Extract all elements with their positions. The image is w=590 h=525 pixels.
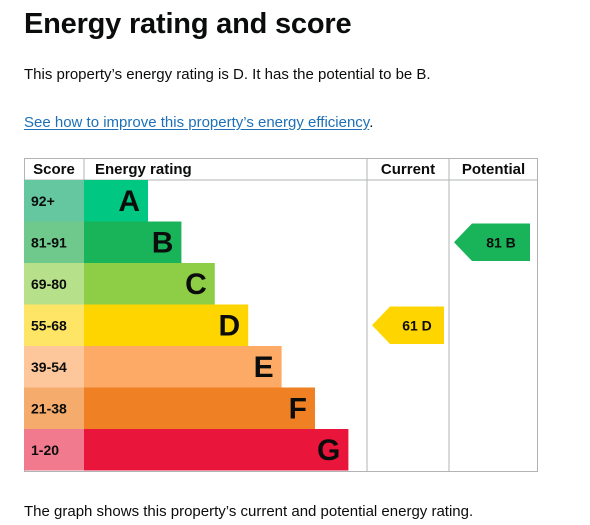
score-range-g: 1-20 <box>31 442 59 458</box>
band-letter-d: D <box>219 309 241 342</box>
improve-link-line: See how to improve this property’s energ… <box>24 114 373 131</box>
energy-rating-graph: Score Energy rating Current Potential 92+ A 81… <box>24 158 538 472</box>
band-letter-f: F <box>289 392 307 425</box>
score-range-e: 39-54 <box>31 359 67 375</box>
band-bar-e <box>84 346 282 388</box>
score-cell-c <box>24 263 84 305</box>
score-range-d: 55-68 <box>31 317 67 333</box>
link-suffix: . <box>369 114 374 131</box>
score-range-f: 21-38 <box>31 400 67 416</box>
current-rating-arrow <box>372 306 444 344</box>
score-range-c: 69-80 <box>31 276 67 292</box>
page-title: Energy rating and score <box>24 8 352 40</box>
band-letter-e: E <box>254 351 274 384</box>
rating-summary: This property’s energy rating is D. It h… <box>24 66 431 83</box>
band-bar-d <box>84 304 249 346</box>
band-bar-a <box>84 180 148 222</box>
score-range-b: 81-91 <box>31 234 67 250</box>
band-letter-g: G <box>317 434 340 467</box>
score-cell-f <box>24 387 84 429</box>
header-potential: Potential <box>462 161 525 178</box>
header-energy-rating: Energy rating <box>95 161 192 178</box>
band-letter-a: A <box>118 185 140 218</box>
header-current: Current <box>381 161 435 178</box>
score-cell-a <box>24 180 84 222</box>
score-range-a: 92+ <box>31 193 55 209</box>
band-bar-c <box>84 263 215 305</box>
band-letter-b: B <box>152 226 174 259</box>
improve-efficiency-link[interactable]: See how to improve this property’s energ… <box>24 114 370 131</box>
energy-rating-chart: Score Energy rating Current Potential 92+ A 81… <box>24 158 538 472</box>
score-cell-b <box>24 221 84 263</box>
header-score: Score <box>33 161 75 178</box>
band-bar-b <box>84 221 182 263</box>
current-rating-label: 61 D <box>402 317 432 333</box>
score-cell-g <box>24 429 84 471</box>
score-cell-d <box>24 304 84 346</box>
band-bar-f <box>84 387 315 429</box>
graph-description: The graph shows this property’s current … <box>24 503 474 520</box>
band-bar-g <box>84 429 349 471</box>
potential-rating-arrow <box>454 223 530 261</box>
score-cell-e <box>24 346 84 388</box>
potential-rating-label: 81 B <box>486 234 516 250</box>
band-letter-c: C <box>185 268 207 301</box>
